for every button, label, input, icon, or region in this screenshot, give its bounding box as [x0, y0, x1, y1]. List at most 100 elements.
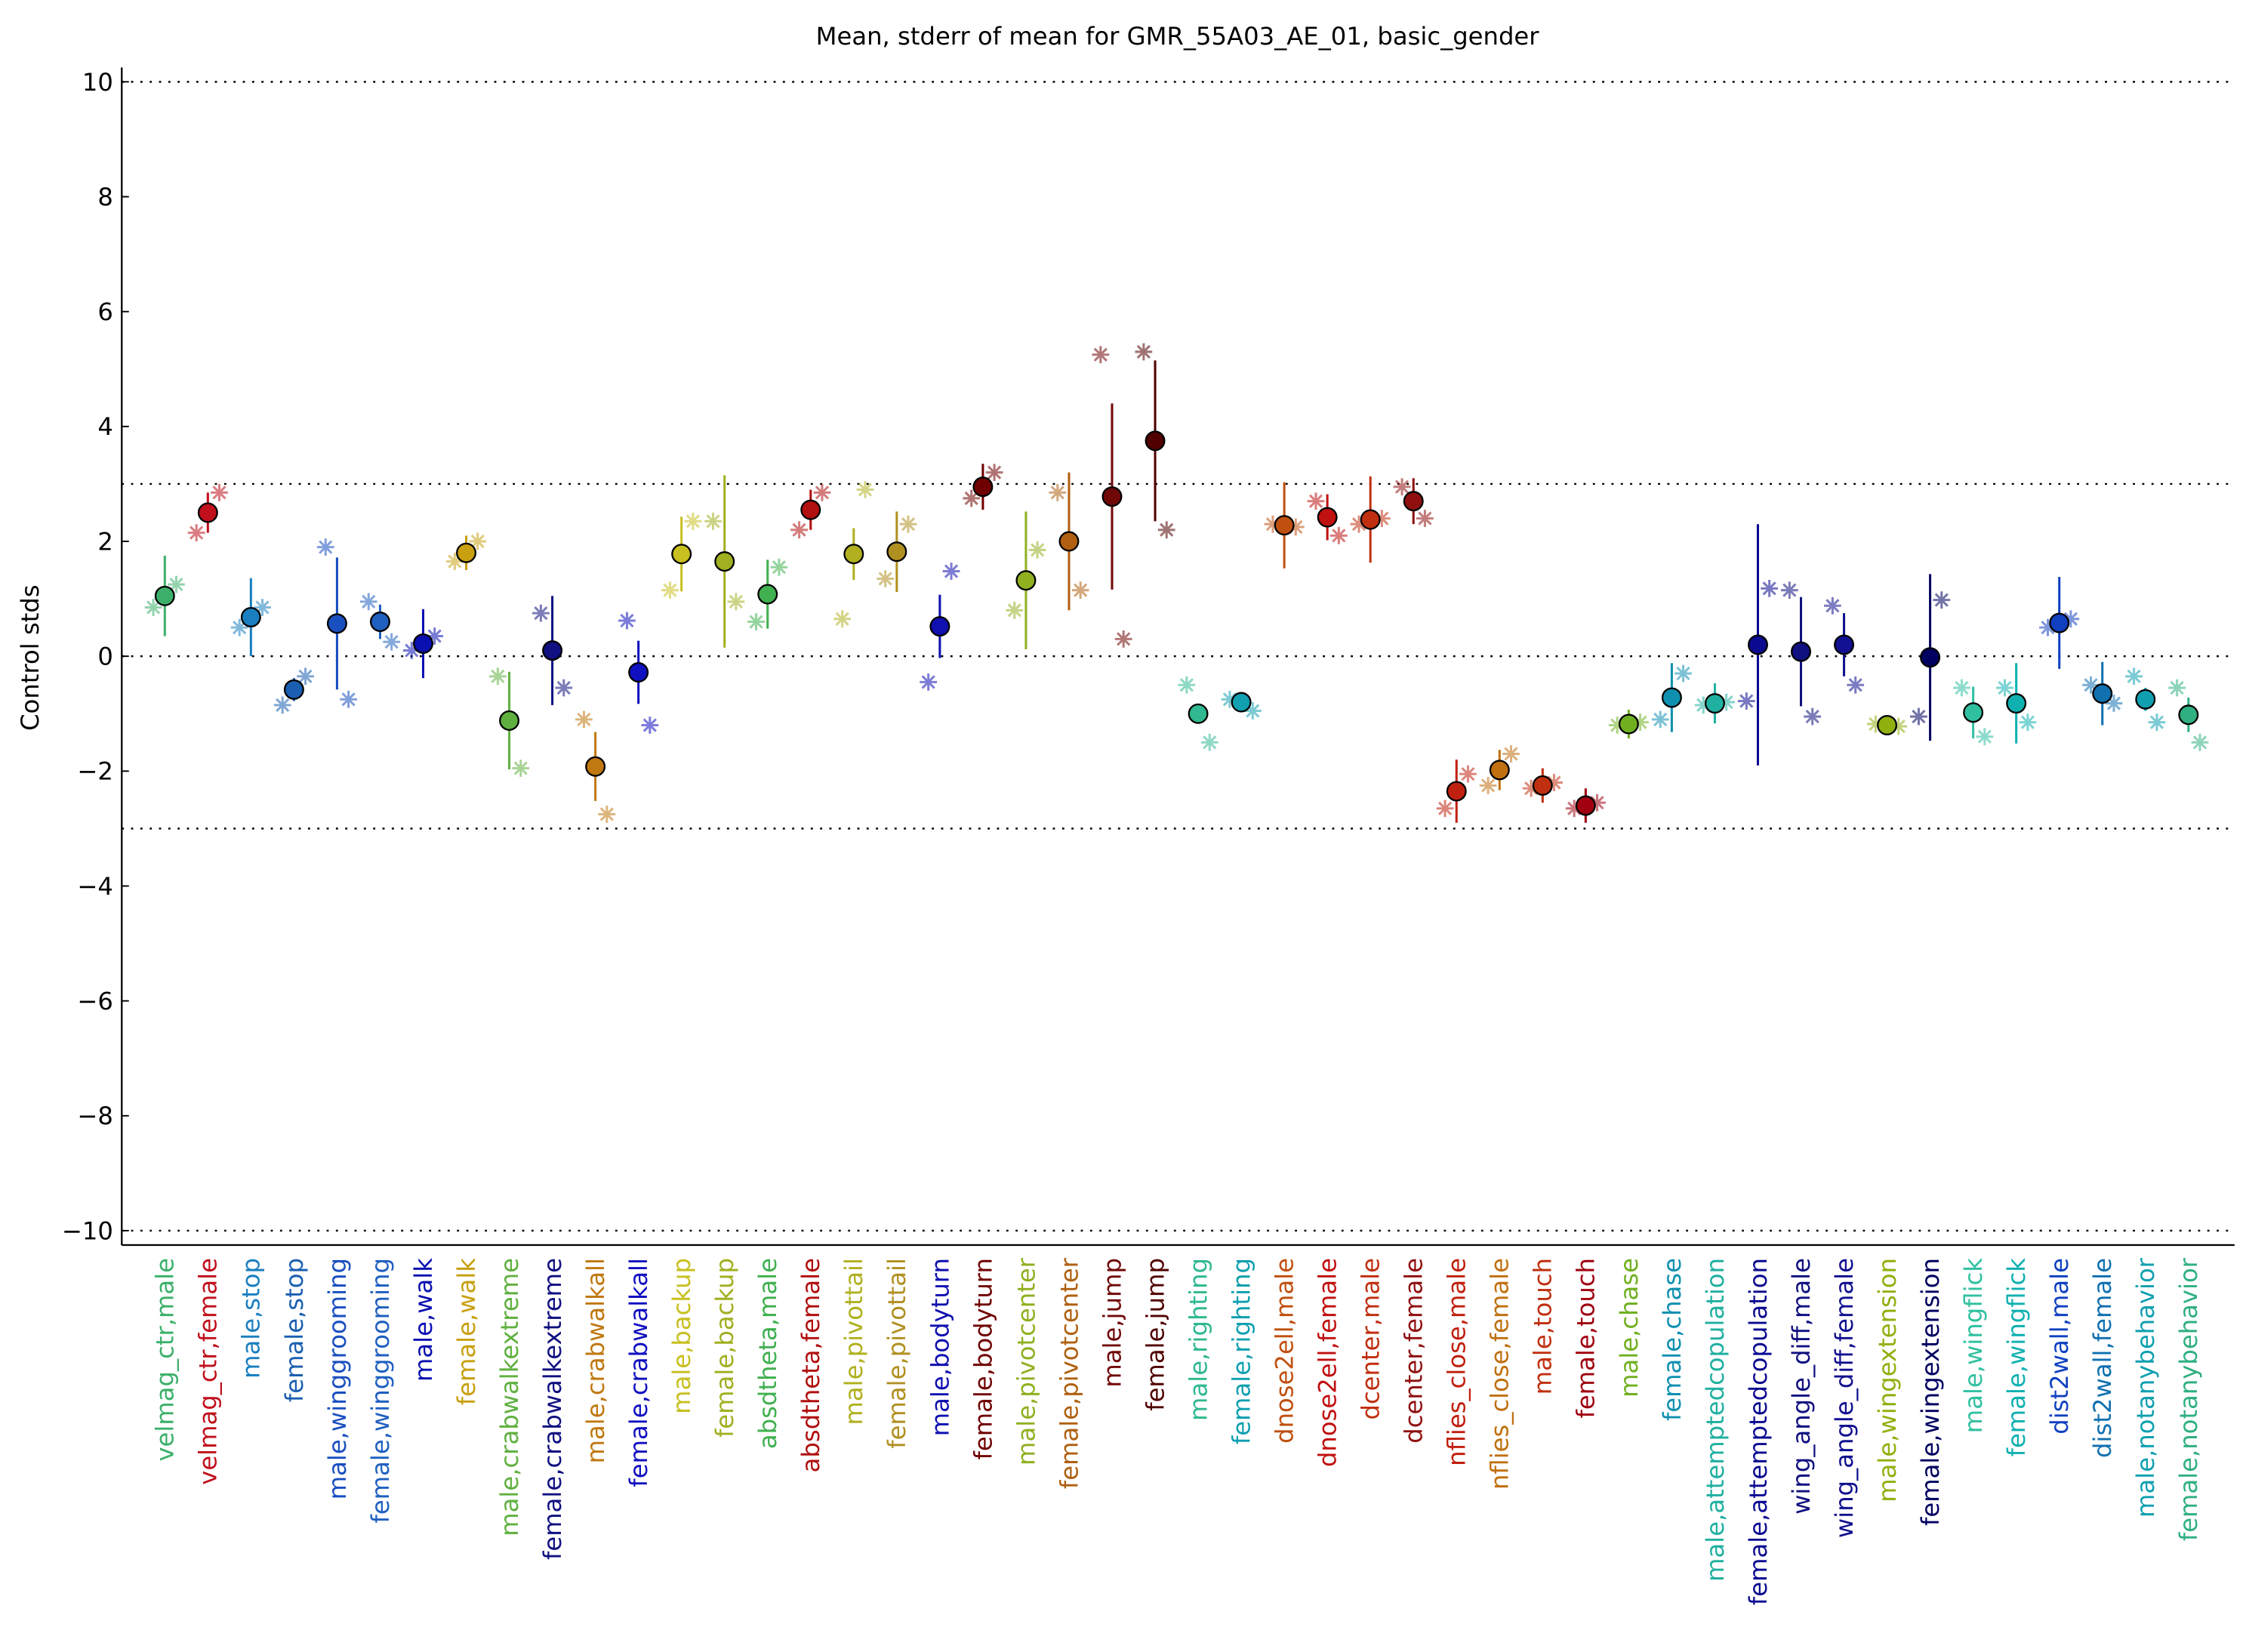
x-tick-label: dnose2ell,female	[1314, 1258, 1342, 1467]
mean-marker	[1101, 486, 1123, 507]
star-marker	[920, 673, 938, 691]
star-marker	[1996, 679, 2013, 697]
mean-marker	[1015, 570, 1037, 591]
star-marker	[1373, 510, 1391, 527]
star-marker	[790, 521, 808, 539]
y-tick-label: −10	[62, 1216, 113, 1245]
star-marker	[340, 690, 357, 708]
y-tick-label: −8	[77, 1102, 113, 1130]
x-tick-label: nflies_close,female	[1486, 1258, 1514, 1490]
mean-marker	[1618, 714, 1639, 735]
star-marker	[598, 805, 616, 823]
x-tick-label: female,walk	[452, 1258, 481, 1406]
mean-marker	[1403, 491, 1424, 512]
star-marker	[1608, 717, 1626, 734]
x-tick-label: absdtheta,male	[753, 1258, 782, 1449]
star-marker	[1178, 676, 1196, 694]
star-marker	[618, 612, 636, 630]
star-marker	[1910, 707, 1927, 726]
x-tick-label: female,winggrooming	[366, 1258, 395, 1523]
x-tick-label: male,chase	[1615, 1258, 1644, 1398]
mean-marker	[1877, 714, 1898, 735]
star-marker	[2019, 714, 2037, 732]
star-marker	[684, 513, 702, 530]
star-marker	[963, 489, 981, 507]
x-tick-label: male,walk	[409, 1258, 438, 1382]
x-tick-label: female,crabwalkextreme	[538, 1258, 567, 1560]
x-tick-label: female,pivotcenter	[1055, 1257, 1083, 1489]
x-tick-label: female,backup	[710, 1258, 739, 1438]
y-tick-label: 6	[97, 297, 113, 326]
mean-marker	[2092, 683, 2113, 704]
star-marker	[1135, 343, 1153, 361]
x-tick-label: male,jump	[1098, 1258, 1126, 1388]
x-tick-label: female,chase	[1658, 1258, 1687, 1421]
star-marker	[704, 513, 722, 530]
mean-marker	[369, 612, 390, 632]
star-marker	[1114, 630, 1132, 648]
star-marker	[445, 553, 464, 571]
star-marker	[2082, 676, 2100, 694]
mean-marker	[2135, 689, 2156, 710]
star-marker	[2105, 695, 2123, 712]
star-marker	[856, 481, 874, 498]
star-marker	[359, 593, 377, 611]
star-marker	[297, 667, 314, 686]
x-tick-label: female,crabwalkall	[624, 1258, 653, 1487]
star-marker	[985, 464, 1003, 482]
star-marker	[144, 599, 162, 616]
y-tick-label: 2	[97, 527, 113, 556]
mean-marker	[1489, 760, 1510, 781]
mean-marker	[1791, 641, 1811, 662]
y-tick-label: 0	[97, 643, 113, 671]
star-marker	[168, 575, 185, 593]
x-tick-label: dnose2ell,male	[1271, 1258, 1299, 1444]
y-tick-label: −4	[77, 872, 113, 901]
mean-marker	[757, 584, 778, 605]
star-marker	[2039, 618, 2057, 636]
star-marker	[402, 642, 421, 659]
mean-marker	[1360, 509, 1381, 530]
star-marker	[833, 610, 852, 628]
mean-marker	[585, 756, 606, 777]
x-tick-label: male,crabwalkall	[581, 1258, 610, 1463]
mean-marker	[2178, 704, 2199, 726]
star-marker	[2125, 667, 2143, 686]
star-marker	[661, 581, 679, 599]
mean-marker	[886, 541, 907, 562]
mean-marker	[1920, 647, 1941, 668]
star-marker	[1780, 581, 1798, 599]
star-marker	[1264, 515, 1282, 533]
x-tick-label: dcenter,female	[1400, 1258, 1428, 1444]
star-marker	[1890, 717, 1908, 735]
star-marker	[230, 618, 248, 636]
mean-marker	[326, 613, 347, 634]
star-marker	[1823, 596, 1841, 615]
x-tick-label: male,notanybehavior	[2131, 1257, 2160, 1518]
x-tick-label: velmag_ctr,male	[151, 1258, 180, 1462]
star-marker	[899, 515, 917, 533]
star-marker	[813, 483, 831, 501]
star-marker	[1157, 521, 1175, 539]
y-tick-label: 10	[82, 68, 113, 97]
x-tick-label: female,notanybehavior	[2174, 1257, 2203, 1541]
star-marker	[1329, 527, 1348, 544]
mean-marker	[2049, 612, 2070, 633]
star-marker	[469, 532, 487, 550]
star-marker	[1976, 728, 1994, 746]
x-tick-label: female,bodyturn	[969, 1258, 997, 1459]
x-tick-label: female,jump	[1141, 1258, 1169, 1411]
mean-marker	[1145, 430, 1166, 452]
x-tick-label: male,backup	[667, 1258, 696, 1414]
star-marker	[1953, 679, 1970, 697]
mean-marker	[1231, 692, 1252, 713]
star-marker	[1006, 601, 1024, 619]
star-marker	[2062, 610, 2080, 628]
x-tick-label: male,crabwalkextreme	[495, 1258, 524, 1536]
x-tick-label: female,stop	[280, 1258, 309, 1402]
star-marker	[532, 604, 550, 622]
star-marker	[2168, 679, 2186, 697]
star-marker	[1933, 591, 1951, 609]
star-marker	[2148, 714, 2166, 732]
star-marker	[1071, 581, 1089, 599]
